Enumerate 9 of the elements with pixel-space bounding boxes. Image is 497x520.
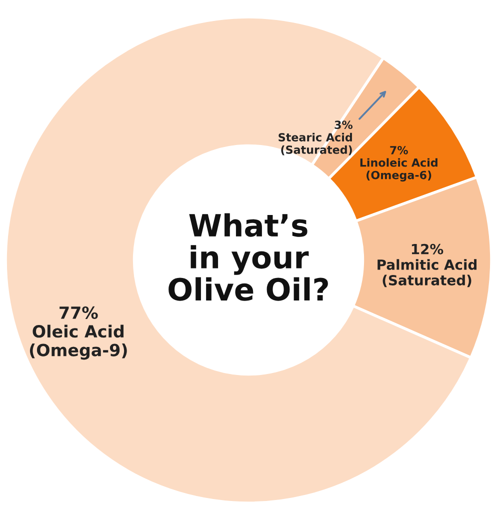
data-label: 77%: [60, 306, 98, 320]
data-label: 3%: [334, 120, 353, 130]
slice-label: Stearic Acid (Saturated): [278, 132, 352, 156]
data-label: 7%: [390, 146, 408, 154]
slice-label: Palmitic Acid (Saturated): [378, 259, 476, 288]
data-label: 12%: [412, 244, 444, 254]
slice-label: Oleic Acid (Omega-9): [30, 324, 127, 360]
text: What’s in your Olive Oil?: [168, 213, 328, 301]
slice-label: Linoleic Acid (Omega-6): [360, 158, 438, 182]
